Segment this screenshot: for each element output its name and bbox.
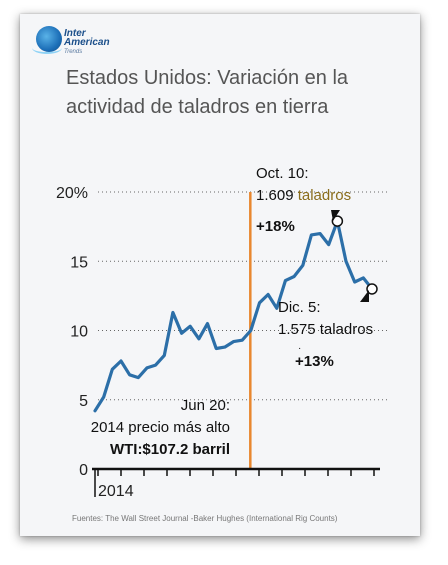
y-tick-labels: 0 5 10 15 20% [56, 185, 88, 479]
logo-line-1: Inter [64, 28, 86, 39]
y-tick-label-5: 5 [79, 393, 88, 410]
inter-american-trends-logo: Inter American Trends [32, 26, 116, 56]
highlight-points [331, 215, 378, 295]
highlight-point-2 [366, 283, 378, 295]
jun-price-label: 2014 precio más alto [91, 419, 230, 436]
x-axis: 2014 [92, 467, 380, 500]
dec-count-label: 1.575 taladros [278, 321, 373, 338]
peak-pointer-icon [331, 210, 340, 221]
peak-count-label: 1.609 taladros [256, 187, 351, 204]
jun-wti-label: WTI:$107.2 barril [110, 441, 230, 458]
jun-date-label: Jun 20: [181, 397, 230, 414]
chart-annotations: Oct. 10:1.609 taladros+18%Dic. 5:1.575 t… [91, 165, 373, 458]
y-tick-label-15: 15 [70, 254, 88, 271]
y-tick-label-20: 20% [56, 185, 88, 202]
chart-card: Inter American Trends Estados Unidos: Va… [20, 14, 420, 536]
logo-swoosh [32, 42, 62, 54]
logo-line-2: American [64, 37, 110, 48]
grid-lines [98, 191, 390, 401]
highlight-point-1 [331, 215, 344, 227]
dec-date-label: Dic. 5: [278, 299, 321, 316]
logo-line-3: Trends [64, 49, 83, 55]
y-tick-label-0: 0 [79, 462, 88, 479]
dec-tick-mark: · [298, 343, 301, 354]
dec-percent-label: +13% [295, 353, 334, 370]
series-line [93, 219, 374, 413]
dec-pointer-icon [360, 290, 369, 302]
peak-date-label: Oct. 10: [256, 165, 309, 182]
y-tick-label-10: 10 [70, 324, 88, 341]
peak-count-value: 1.609 [256, 187, 298, 204]
chart-title: Estados Unidos: Variación en la activida… [66, 67, 349, 118]
source-note: Fuentes: The Wall Street Journal -Baker … [72, 514, 338, 523]
peak-percent-label: +18% [256, 218, 295, 235]
peak-count-unit: taladros [298, 187, 351, 204]
x-tick-label-2014: 2014 [98, 483, 134, 500]
